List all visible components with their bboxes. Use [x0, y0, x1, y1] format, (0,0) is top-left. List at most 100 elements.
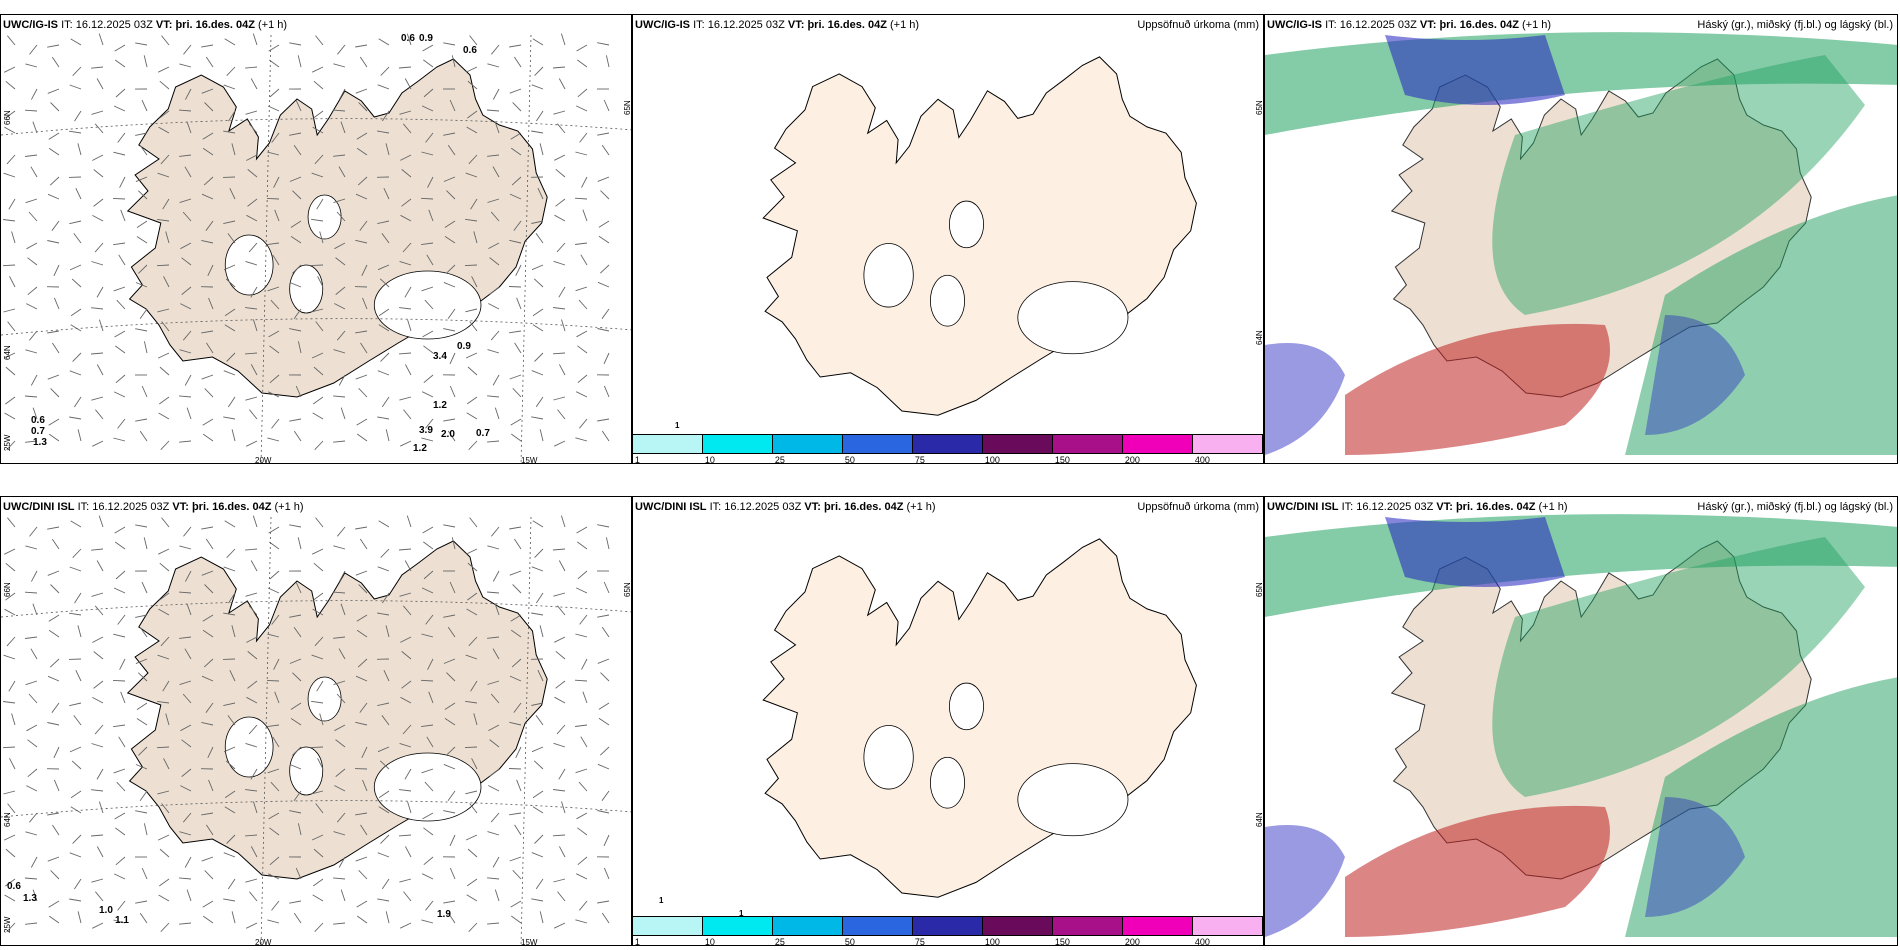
colorbar-swatch [913, 917, 983, 935]
init-time: 16.12.2025 03Z [1356, 501, 1434, 513]
wind-value: 0.6 [401, 33, 415, 44]
wind-map-panel-1: UWC/IG-IS IT: 16.12.2025 03Z VT: þri. 16… [0, 14, 632, 464]
lat-label: 65N [623, 582, 632, 597]
model-name: UWC/DINI ISL [3, 501, 75, 513]
wind-value: 1.0 [99, 905, 113, 916]
lat-label: 64N [3, 345, 12, 360]
cloud-title: Háský (gr.), miðský (fj.bl.) og lágský (… [1697, 19, 1893, 31]
forecast-offset: (+1 h) [906, 501, 936, 513]
wind-value: 1.3 [33, 437, 47, 448]
wind-value: 0.7 [476, 428, 490, 439]
colorbar-tick: 100 [984, 455, 1000, 464]
model-name: UWC/IG-IS [1267, 19, 1322, 31]
wind-value: 0.6 [463, 45, 477, 56]
valid-time: þri. 16.des. 04Z [807, 19, 887, 31]
colorbar-swatch [633, 435, 703, 453]
precip-mark: 1 [739, 909, 744, 918]
lat-label: 64N [1255, 330, 1264, 345]
colorbar-tick: 50 [844, 455, 855, 464]
model-name: UWC/IG-IS [3, 19, 58, 31]
colorbar-swatch [1193, 917, 1263, 935]
wind-value: 1.9 [437, 909, 451, 920]
precip-colorbar: 1 10 25 50 75 100 150 200 400 [633, 916, 1263, 945]
init-time: 16.12.2025 03Z [707, 19, 785, 31]
init-time: 16.12.2025 03Z [75, 19, 153, 31]
colorbar-tick: 400 [1194, 937, 1210, 946]
forecast-offset: (+1 h) [1522, 19, 1552, 31]
precip-title: Uppsöfnuð úrkoma (mm) [1137, 501, 1259, 513]
colorbar-tick: 75 [914, 937, 925, 946]
wind-map [1, 33, 631, 463]
colorbar-swatch [913, 435, 983, 453]
model-name: UWC/DINI ISL [635, 501, 707, 513]
precip-map [762, 538, 1197, 898]
lat-label: 65N [623, 100, 632, 115]
lon-label: 15W [521, 456, 538, 464]
valid-time: þri. 16.des. 04Z [1439, 19, 1519, 31]
wind-value: 1.1 [115, 915, 129, 926]
colorbar-swatch [703, 435, 773, 453]
colorbar-tick: 200 [1124, 455, 1140, 464]
colorbar-tick: 75 [914, 455, 925, 464]
panel-header: UWC/IG-IS IT: 16.12.2025 03Z VT: þri. 16… [3, 19, 288, 31]
lat-label: 66N [3, 110, 12, 125]
colorbar-swatch [1123, 435, 1193, 453]
lat-label: 66N [3, 582, 12, 597]
colorbar-swatch [983, 435, 1053, 453]
colorbar-swatch [843, 435, 913, 453]
colorbar-swatch [1053, 435, 1123, 453]
forecast-offset: (+1 h) [1538, 501, 1568, 513]
valid-time: þri. 16.des. 04Z [175, 19, 255, 31]
wind-map-panel-2: UWC/DINI ISL IT: 16.12.2025 03Z VT: þri.… [0, 496, 632, 946]
precip-title: Uppsöfnuð úrkoma (mm) [1137, 19, 1259, 31]
precip-map-panel-1: UWC/IG-IS IT: 16.12.2025 03Z VT: þri. 16… [632, 14, 1264, 464]
colorbar-tick: 25 [774, 937, 785, 946]
colorbar-swatch [1193, 435, 1263, 453]
init-time: 16.12.2025 03Z [724, 501, 802, 513]
lon-label: 20W [255, 938, 272, 946]
wind-value: 1.2 [433, 400, 447, 411]
colorbar-swatch [843, 917, 913, 935]
colorbar-swatch [1053, 917, 1123, 935]
wind-value: 1.3 [23, 893, 37, 904]
colorbar-swatch [773, 435, 843, 453]
valid-time: þri. 16.des. 04Z [191, 501, 272, 513]
lat-label: 64N [3, 812, 12, 827]
cloud-map-panel-2: UWC/DINI ISL IT: 16.12.2025 03Z VT: þri.… [1264, 496, 1898, 946]
wind-value: 3.4 [433, 351, 447, 362]
wind-value: 0.6 [7, 881, 21, 892]
wind-value: 1.2 [413, 443, 427, 454]
lat-label: 65N [1255, 582, 1264, 597]
lon-label: 20W [255, 456, 272, 464]
colorbar-swatch [983, 917, 1053, 935]
wind-value: 2.0 [441, 429, 455, 440]
model-name: UWC/IG-IS [635, 19, 690, 31]
cloud-title: Háský (gr.), miðský (fj.bl.) og lágský (… [1697, 501, 1893, 513]
forecast-offset: (+1 h) [274, 501, 304, 513]
colorbar-tick: 100 [984, 937, 1000, 946]
init-time: 16.12.2025 03Z [92, 501, 170, 513]
lon-label: 15W [521, 938, 538, 946]
wind-value: 0.9 [457, 341, 471, 352]
colorbar-tick: 1 [634, 455, 640, 464]
panel-header: UWC/DINI ISL IT: 16.12.2025 03Z VT: þri.… [1267, 501, 1568, 513]
forecast-offset: (+1 h) [258, 19, 288, 31]
cloud-map [1265, 514, 1897, 937]
cloud-map-panel-1: UWC/IG-IS IT: 16.12.2025 03Z VT: þri. 16… [1264, 14, 1898, 464]
wind-value: 0.9 [419, 33, 433, 44]
colorbar-swatch [703, 917, 773, 935]
valid-time: þri. 16.des. 04Z [823, 501, 904, 513]
colorbar-tick: 400 [1194, 455, 1210, 464]
colorbar-tick: 25 [774, 455, 785, 464]
colorbar-tick: 1 [634, 937, 640, 946]
colorbar-tick: 50 [844, 937, 855, 946]
wind-value: 0.6 [31, 415, 45, 426]
panel-header: UWC/DINI ISL IT: 16.12.2025 03Z VT: þri.… [3, 501, 304, 513]
lon-label: 25W [3, 434, 12, 451]
lat-label: 65N [1255, 100, 1264, 115]
wind-value: 3.9 [419, 425, 433, 436]
forecast-offset: (+1 h) [890, 19, 920, 31]
lon-label: 25W [3, 916, 12, 933]
colorbar-tick: 10 [704, 937, 715, 946]
colorbar-tick: 200 [1124, 937, 1140, 946]
